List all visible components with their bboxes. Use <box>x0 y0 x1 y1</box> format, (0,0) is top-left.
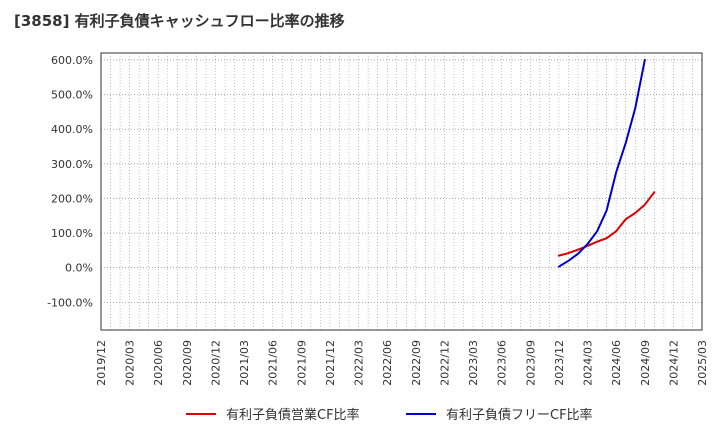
y-tick-label: -100.0% <box>47 296 93 309</box>
x-tick-label: 2019/12 <box>95 340 108 386</box>
x-tick-label: 2022/03 <box>353 340 366 386</box>
series-line-operating-cf <box>557 191 656 257</box>
x-tick-label: 2020/06 <box>152 340 165 386</box>
y-tick-label: 600.0% <box>51 54 93 67</box>
x-tick-label: 2022/06 <box>381 340 394 386</box>
x-tick-label: 2022/12 <box>438 340 451 386</box>
y-tick-label: 0.0% <box>65 262 93 275</box>
series-line-free-cf <box>557 58 646 268</box>
x-tick-label: 2024/03 <box>582 340 595 386</box>
legend-swatch-operating-cf <box>186 412 216 415</box>
x-tick-label: 2023/06 <box>496 340 509 386</box>
y-tick-label: 500.0% <box>51 89 93 102</box>
x-tick-label: 2020/03 <box>124 340 137 386</box>
y-tick-label: 100.0% <box>51 227 93 240</box>
x-tick-label: 2020/12 <box>209 340 222 386</box>
x-tick-label: 2024/12 <box>667 340 680 386</box>
y-tick-label: 300.0% <box>51 158 93 171</box>
chart-legend: 有利子負債営業CF比率 有利子負債フリーCF比率 <box>0 404 720 428</box>
legend-label-free-cf: 有利子負債フリーCF比率 <box>446 408 593 423</box>
x-tick-label: 2024/09 <box>639 340 652 386</box>
legend-swatch-free-cf <box>406 412 436 415</box>
y-tick-label: 400.0% <box>51 123 93 136</box>
x-tick-label: 2021/06 <box>267 340 280 386</box>
x-tick-label: 2022/09 <box>410 340 423 386</box>
plot-area <box>101 53 702 330</box>
x-tick-label: 2023/12 <box>553 340 566 386</box>
y-tick-label: 200.0% <box>51 192 93 205</box>
plot-border <box>100 52 703 331</box>
x-tick-label: 2023/09 <box>524 340 537 386</box>
x-tick-label: 2024/06 <box>610 340 623 386</box>
x-tick-label: 2023/03 <box>467 340 480 386</box>
legend-label-operating-cf: 有利子負債営業CF比率 <box>226 408 360 423</box>
x-tick-label: 2020/09 <box>181 340 194 386</box>
line-chart: -100.0% 0.0% 100.0% 200.0% 300.0% 400.0% 500.0… <box>47 52 709 386</box>
chart-title: [3858] 有利子負債キャッシュフロー比率の推移 <box>14 12 345 30</box>
x-tick-label: 2021/09 <box>295 340 308 386</box>
x-tick-label: 2021/12 <box>324 340 337 386</box>
legend-item-free-cf: 有利子負債フリーCF比率 <box>406 404 593 423</box>
x-tick-label: 2021/03 <box>238 340 251 386</box>
legend-item-operating-cf: 有利子負債営業CF比率 <box>186 404 360 423</box>
x-tick-label: 2025/03 <box>696 340 709 386</box>
